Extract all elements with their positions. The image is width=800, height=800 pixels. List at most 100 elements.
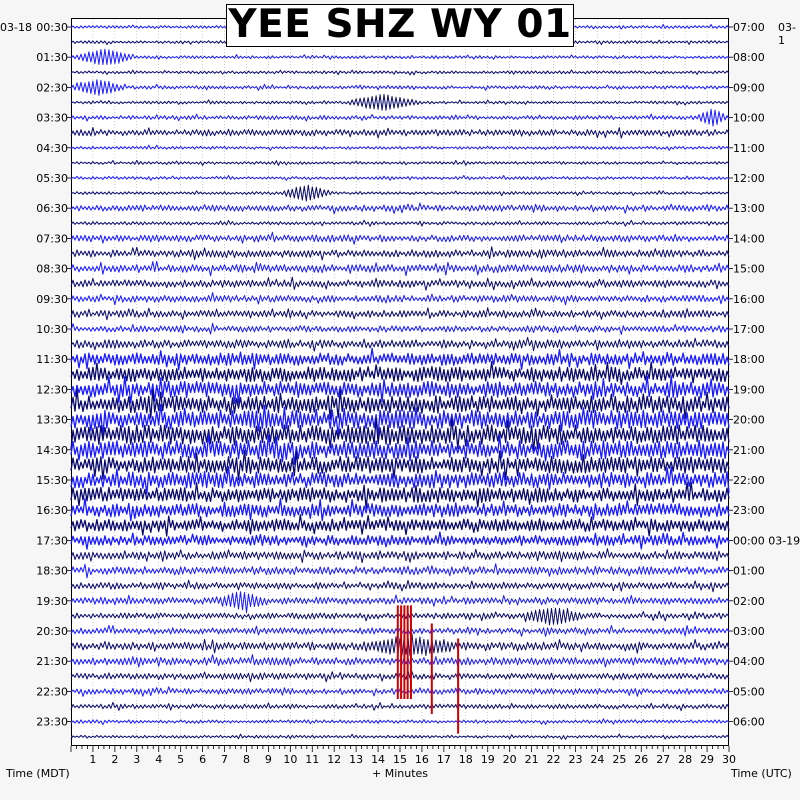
trace-row-13: [70, 219, 730, 227]
trace-row-9: [70, 159, 730, 166]
x-tick-label: 23: [568, 753, 582, 766]
right-time-label: 23:00: [733, 504, 765, 517]
right-time-label: 13:00: [733, 202, 765, 215]
right-time-label: 05:00: [733, 685, 765, 698]
trace-row-24: [70, 375, 730, 404]
x-tick-label: 4: [155, 753, 162, 766]
trace-row-5: [70, 93, 730, 111]
x-tick-label: 20: [503, 753, 517, 766]
x-tick-label: 29: [700, 753, 714, 766]
left-time-label: 02:30: [36, 81, 68, 94]
left-time-label: 04:30: [36, 142, 68, 155]
trace-row-34: [70, 531, 730, 550]
left-time-label: 03:30: [36, 112, 68, 125]
left-time-label: 23:30: [36, 716, 68, 729]
trace-row-47: [70, 733, 730, 740]
left-time-label: 18:30: [36, 565, 68, 578]
right-time-label: 12:00: [733, 172, 765, 185]
trace-row-3: [70, 69, 730, 76]
left-time-label: 09:30: [36, 293, 68, 306]
right-time-label: 00:00 03-19: [733, 534, 800, 547]
left-axis-title: Time (MDT): [6, 767, 70, 780]
x-tick-label: 19: [481, 753, 495, 766]
right-time-label: 04:00: [733, 655, 765, 668]
x-axis-title: + Minutes: [372, 767, 429, 780]
gridlines: [71, 19, 729, 745]
x-tick-label: 14: [371, 753, 385, 766]
axis-ticks: [67, 26, 733, 752]
x-tick-label: 16: [415, 753, 429, 766]
trace-row-37: [70, 579, 730, 593]
right-time-label: 20:00: [733, 414, 765, 427]
left-time-label: 05:30: [36, 172, 68, 185]
trace-row-46: [70, 718, 730, 726]
x-tick-label: 11: [305, 753, 319, 766]
trace-row-45: [70, 701, 730, 712]
trace-row-4: [70, 79, 730, 96]
trace-row-6: [70, 108, 730, 127]
left-time-label: 06:30: [36, 202, 68, 215]
right-time-label: 08:00: [733, 51, 765, 64]
seismic-traces: [70, 24, 730, 740]
x-tick-label: 28: [678, 753, 692, 766]
trace-row-23: [70, 361, 730, 386]
right-time-label: 21:00: [733, 444, 765, 457]
left-time-label: 12:30: [36, 383, 68, 396]
left-time-label: 01:30: [36, 51, 68, 64]
right-time-label: 09:00: [733, 81, 765, 94]
left-time-label: 07:30: [36, 232, 68, 245]
left-time-label: 11:30: [36, 353, 68, 366]
chart-title: YEE SHZ WY 01: [226, 4, 574, 47]
x-tick-label: 15: [393, 753, 407, 766]
right-axis-title: Time (UTC): [731, 767, 792, 780]
event-markers: [396, 605, 460, 734]
x-tick-label: 13: [349, 753, 363, 766]
trace-row-39: [70, 607, 730, 626]
left-time-label: 08:30: [36, 263, 68, 276]
x-tick-label: 9: [265, 753, 272, 766]
right-time-label: 10:00: [733, 112, 765, 125]
trace-row-21: [70, 336, 730, 352]
right-time-label: 16:00: [733, 293, 765, 306]
right-time-label: 18:00: [733, 353, 765, 366]
x-tick-label: 24: [590, 753, 604, 766]
right-time-label: 07:00: [733, 21, 765, 34]
x-tick-label: 21: [525, 753, 539, 766]
left-date-label: 03-18: [0, 21, 32, 34]
right-time-label: 06:00: [733, 716, 765, 729]
x-tick-label: 10: [283, 753, 297, 766]
left-time-label: 20:30: [36, 625, 68, 638]
left-time-label: 00:30: [36, 21, 68, 34]
trace-row-14: [70, 231, 730, 245]
trace-row-41: [70, 633, 730, 657]
right-time-label: 17:00: [733, 323, 765, 336]
trace-row-38: [70, 591, 730, 614]
trace-row-40: [70, 624, 730, 637]
left-time-label: 22:30: [36, 685, 68, 698]
left-time-label: 10:30: [36, 323, 68, 336]
trace-row-31: [70, 481, 730, 509]
right-time-label: 19:00: [733, 383, 765, 396]
x-tick-label: 1: [89, 753, 96, 766]
trace-row-43: [70, 670, 730, 683]
x-tick-label: 25: [612, 753, 626, 766]
x-tick-label: 27: [656, 753, 670, 766]
x-tick-label: 17: [437, 753, 451, 766]
trace-row-16: [70, 260, 730, 277]
right-time-label: 14:00: [733, 232, 765, 245]
trace-row-29: [70, 449, 730, 481]
x-tick-label: 3: [133, 753, 140, 766]
trace-row-25: [70, 388, 730, 420]
trace-row-12: [70, 202, 730, 215]
left-time-label: 17:30: [36, 534, 68, 547]
left-time-label: 21:30: [36, 655, 68, 668]
x-tick-label: 26: [634, 753, 648, 766]
trace-row-8: [70, 144, 730, 151]
trace-row-30: [70, 466, 730, 495]
left-time-label: 14:30: [36, 444, 68, 457]
trace-row-33: [70, 514, 730, 537]
trace-row-35: [70, 548, 730, 564]
right-time-label: 15:00: [733, 263, 765, 276]
left-time-label: 19:30: [36, 595, 68, 608]
